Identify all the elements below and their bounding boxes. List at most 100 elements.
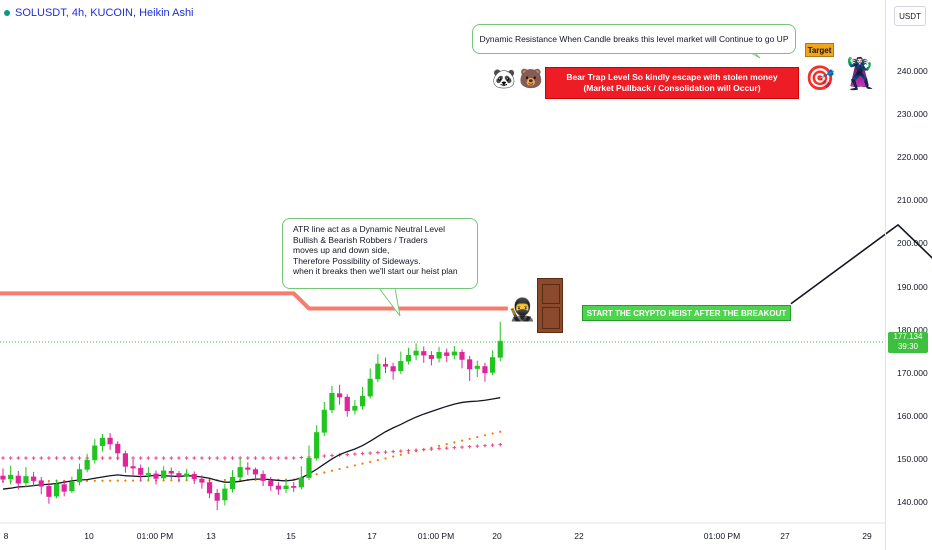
symbol-title: SOLUSDT, 4h, KUCOIN, Heikin Ashi: [4, 7, 194, 19]
candle[interactable]: [245, 467, 251, 470]
candle[interactable]: [84, 459, 90, 470]
candle[interactable]: [153, 473, 159, 479]
candle[interactable]: [390, 366, 396, 372]
candle[interactable]: [138, 467, 144, 475]
candle[interactable]: [115, 443, 121, 454]
x-tick-label: 13: [206, 531, 216, 541]
candle[interactable]: [191, 473, 197, 480]
candle[interactable]: [122, 453, 128, 467]
target-label[interactable]: Target: [805, 43, 834, 57]
candle[interactable]: [99, 437, 106, 446]
red-cross: [268, 456, 273, 460]
x-tick-label: 01:00 PM: [136, 531, 174, 541]
candle[interactable]: [329, 392, 335, 411]
candle[interactable]: [482, 366, 488, 374]
candle[interactable]: [405, 355, 412, 362]
candle[interactable]: [344, 396, 350, 412]
orange-dot: [93, 479, 96, 482]
candle[interactable]: [161, 470, 167, 479]
projection-line: [790, 223, 932, 305]
candle[interactable]: [497, 340, 503, 358]
red-cross: [498, 442, 503, 447]
currency-button[interactable]: USDT: [894, 6, 926, 26]
candle[interactable]: [145, 473, 151, 475]
price-axis[interactable]: [885, 0, 932, 550]
candle[interactable]: [321, 409, 327, 433]
panda-icon: 🐼: [492, 69, 516, 90]
candle[interactable]: [382, 364, 389, 367]
candle[interactable]: [398, 361, 404, 371]
orange-dot: [101, 479, 104, 482]
candle[interactable]: [306, 458, 312, 478]
candle[interactable]: [291, 486, 297, 488]
candle[interactable]: [92, 445, 98, 461]
candle[interactable]: [314, 432, 320, 459]
candle[interactable]: [428, 355, 434, 359]
red-cross: [345, 452, 350, 457]
candle[interactable]: [0, 475, 6, 480]
candle[interactable]: [130, 466, 136, 469]
candle[interactable]: [337, 393, 343, 398]
atr-callout[interactable]: ATR line act as a Dynamic Neutral Level …: [282, 218, 478, 289]
candle[interactable]: [413, 350, 419, 356]
door-icon: [537, 278, 563, 333]
candle[interactable]: [222, 488, 228, 501]
candle[interactable]: [214, 492, 220, 501]
bear-trap-line-2: (Market Pullback / Consolidation will Oc…: [583, 83, 761, 93]
candle[interactable]: [375, 363, 381, 380]
orange-dot: [223, 478, 226, 482]
candles-series[interactable]: [0, 321, 503, 511]
candle[interactable]: [298, 477, 304, 488]
candle[interactable]: [199, 478, 205, 483]
candle[interactable]: [23, 476, 29, 484]
candle[interactable]: [46, 486, 52, 497]
candle[interactable]: [76, 469, 83, 483]
candle[interactable]: [474, 365, 480, 369]
orange-dot: [330, 469, 334, 472]
x-tick-label: 10: [84, 531, 94, 541]
candle[interactable]: [459, 352, 465, 360]
candle[interactable]: [61, 484, 67, 492]
candle[interactable]: [237, 467, 243, 478]
candle[interactable]: [260, 473, 266, 481]
candle[interactable]: [451, 351, 457, 356]
red-cross: [154, 456, 158, 460]
candle[interactable]: [283, 485, 289, 490]
candle[interactable]: [268, 480, 274, 487]
candle[interactable]: [69, 481, 75, 492]
candle[interactable]: [444, 352, 450, 356]
door-panel-top: [542, 284, 560, 304]
candle[interactable]: [184, 473, 190, 477]
candle[interactable]: [436, 352, 442, 359]
candle[interactable]: [275, 485, 281, 490]
red-cross: [406, 448, 411, 453]
red-cross: [54, 456, 59, 460]
candle[interactable]: [229, 477, 236, 490]
candle[interactable]: [168, 470, 174, 474]
candle[interactable]: [252, 469, 259, 475]
orange-dot: [361, 462, 364, 465]
candle[interactable]: [352, 405, 358, 411]
heist-banner[interactable]: START THE CRYPTO HEIST AFTER THE BREAKOU…: [582, 305, 791, 321]
candle[interactable]: [8, 474, 14, 480]
candle[interactable]: [53, 483, 60, 497]
y-tick-label: 160.000: [897, 410, 928, 421]
bear-trap-banner[interactable]: Bear Trap Level So kindly escape with st…: [545, 67, 799, 99]
resistance-line: [0, 291, 508, 311]
candle[interactable]: [38, 480, 44, 487]
candle[interactable]: [31, 476, 37, 481]
orange-dot: [468, 437, 471, 440]
candle[interactable]: [15, 475, 21, 484]
candle[interactable]: [206, 482, 213, 494]
candle[interactable]: [176, 473, 182, 477]
candle[interactable]: [367, 378, 373, 397]
candle[interactable]: [467, 359, 473, 370]
candle[interactable]: [359, 395, 366, 407]
candle[interactable]: [421, 351, 427, 356]
y-tick-label: 220.000: [897, 152, 928, 163]
candle[interactable]: [490, 357, 496, 373]
candle[interactable]: [107, 437, 113, 445]
resistance-callout[interactable]: Dynamic Resistance When Candle breaks th…: [472, 24, 796, 54]
